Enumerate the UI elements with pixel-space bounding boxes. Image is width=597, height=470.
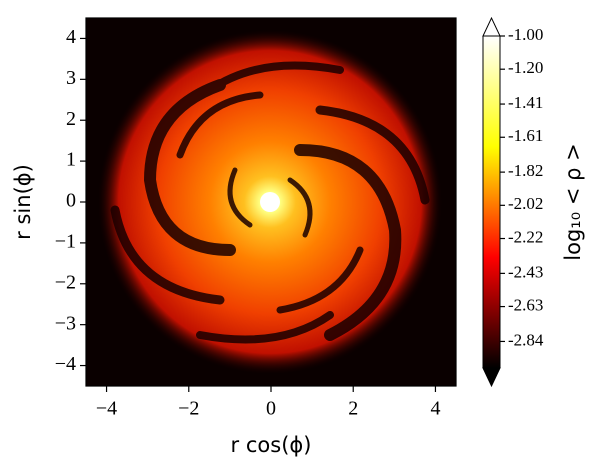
y-tick-label: 0 <box>66 190 76 212</box>
colorbar-tick-label: -2.84 <box>508 330 544 349</box>
colorbar-tick-label: -1.20 <box>508 58 543 77</box>
x-axis-label: r cos(ϕ) <box>231 433 312 457</box>
x-tick-label: 4 <box>430 398 440 420</box>
y-tick-label: 1 <box>66 149 76 171</box>
colorbar-label: log₁₀ < ρ > <box>561 143 585 260</box>
colorbar: -1.00 -1.20 -1.41 -1.61 -1.82 -2.02 -2.22 -2.43… <box>482 16 544 388</box>
colorbar-tick-label: -2.43 <box>508 262 543 281</box>
colorbar-gradient <box>483 36 500 368</box>
colorbar-tick-label: -1.00 <box>508 25 543 44</box>
x-tick-label: −4 <box>96 398 117 420</box>
y-tick-label: 2 <box>66 108 76 130</box>
y-tick-label: −4 <box>55 353 76 375</box>
colorbar-tick-label: -1.41 <box>508 93 543 112</box>
colorbar-tick-label: -2.63 <box>508 295 543 314</box>
x-tick-label: 0 <box>266 398 276 420</box>
y-tick-label: −1 <box>55 230 76 252</box>
y-tick-label: 3 <box>66 67 76 89</box>
colorbar-tick-label: -1.61 <box>508 126 543 145</box>
colorbar-extend-max <box>482 16 501 37</box>
density-image <box>86 18 456 386</box>
colorbar-tick-label: -2.02 <box>508 194 543 213</box>
y-tick-label: −3 <box>55 312 76 334</box>
y-tick-label: −2 <box>55 271 76 293</box>
colorbar-frame <box>482 36 501 368</box>
colorbar-extend-min <box>482 367 501 388</box>
x-tick-label: 2 <box>348 398 358 420</box>
y-axis-label: r sin(ϕ) <box>11 164 35 240</box>
colorbar-tick-label: -1.82 <box>508 161 543 180</box>
colorbar-tick-label: -2.22 <box>508 227 543 246</box>
y-tick-label: 4 <box>66 26 76 48</box>
x-tick-label: −2 <box>178 398 199 420</box>
